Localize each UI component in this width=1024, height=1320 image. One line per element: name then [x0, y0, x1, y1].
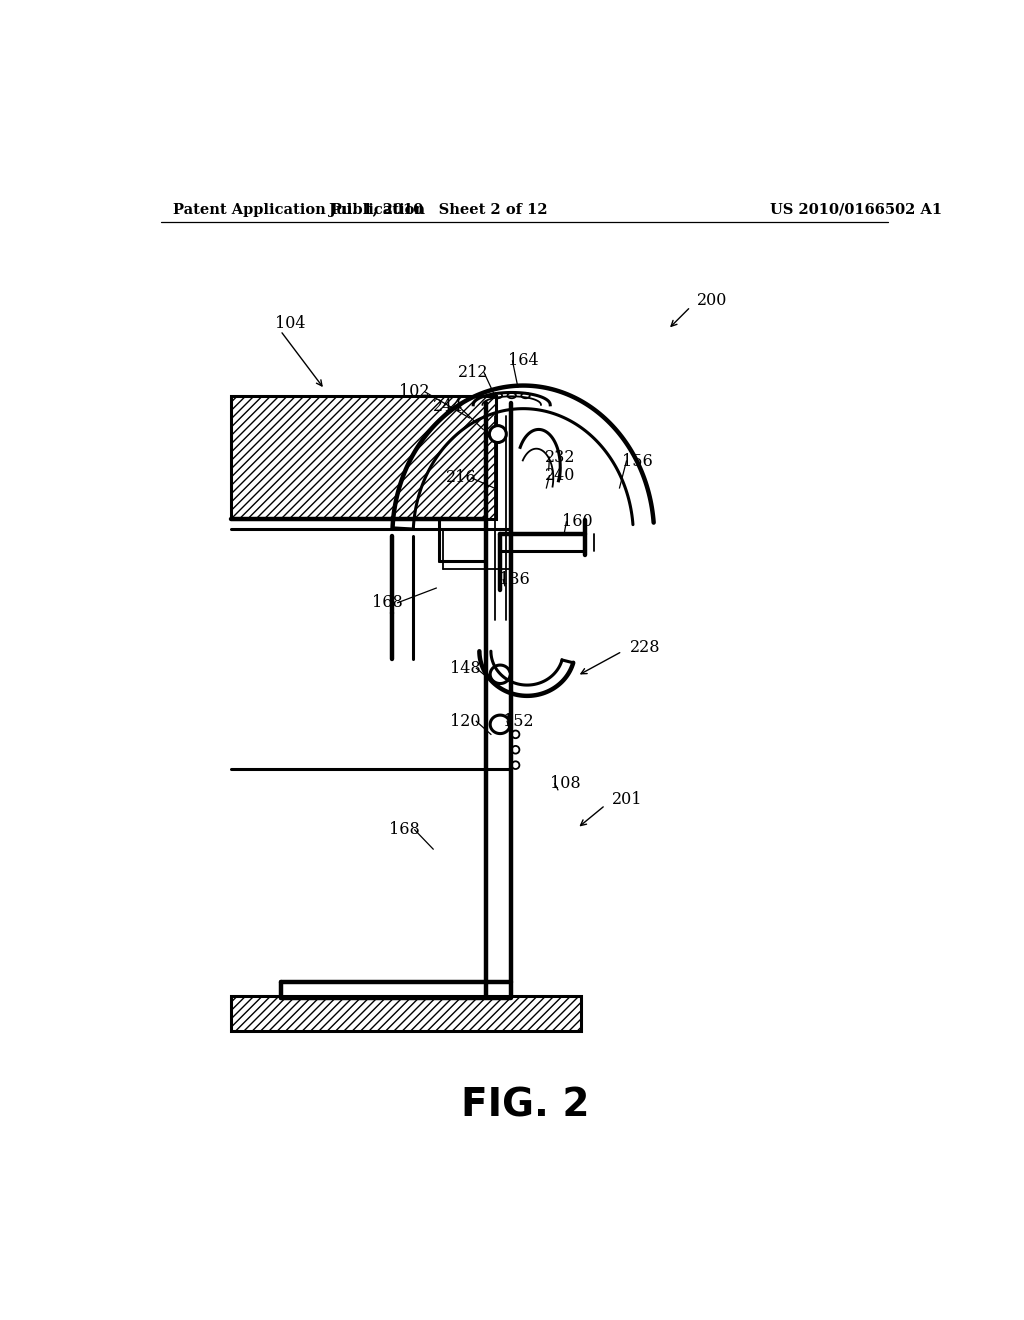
Text: 136: 136 [499, 572, 529, 589]
Text: US 2010/0166502 A1: US 2010/0166502 A1 [770, 203, 942, 216]
Text: 102: 102 [398, 383, 429, 400]
Text: FIG. 2: FIG. 2 [461, 1086, 589, 1125]
Text: 216: 216 [445, 470, 476, 487]
Text: 232: 232 [545, 449, 575, 466]
Bar [230, 396, 497, 519]
Text: 156: 156 [622, 453, 652, 470]
Text: 228: 228 [630, 639, 660, 656]
Text: 120: 120 [451, 713, 480, 730]
Text: 168: 168 [372, 594, 402, 611]
Text: 212: 212 [458, 364, 488, 381]
Text: Patent Application Publication: Patent Application Publication [173, 203, 425, 216]
Bar [230, 997, 581, 1031]
Text: 104: 104 [275, 315, 306, 333]
Text: 148: 148 [451, 660, 481, 677]
Text: Jul. 1, 2010   Sheet 2 of 12: Jul. 1, 2010 Sheet 2 of 12 [330, 203, 548, 216]
Text: 164: 164 [508, 352, 539, 370]
Text: 240: 240 [545, 467, 575, 484]
Text: 201: 201 [611, 791, 642, 808]
Text: 200: 200 [696, 292, 727, 309]
Text: 244: 244 [432, 397, 463, 414]
Circle shape [489, 425, 506, 442]
Text: 168: 168 [388, 821, 419, 838]
Text: 108: 108 [550, 775, 581, 792]
Text: 152: 152 [503, 713, 534, 730]
Text: 160: 160 [562, 513, 593, 531]
